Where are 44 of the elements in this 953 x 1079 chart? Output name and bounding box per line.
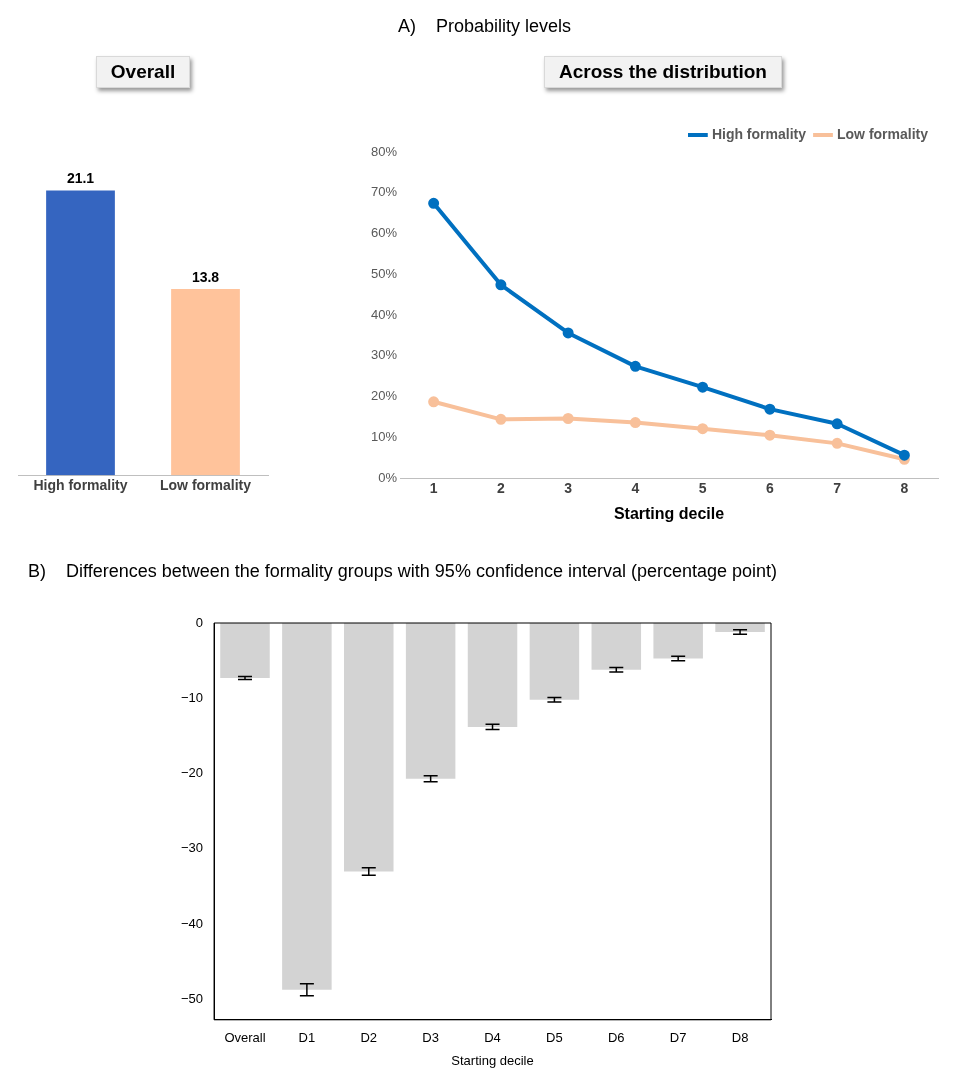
- x-tick-label: D4: [484, 1030, 501, 1046]
- y-tick-label: 0: [195, 614, 204, 630]
- chart-title: Across the distribution: [544, 56, 782, 88]
- x-tick-label: 6: [765, 480, 774, 497]
- data-label: 13.8: [191, 268, 220, 285]
- y-tick-label: 60%: [370, 225, 398, 241]
- legend-label: High formality: [711, 125, 807, 142]
- y-tick-label: 30%: [370, 347, 398, 363]
- y-tick-label: 70%: [370, 184, 398, 200]
- x-tick-label: D2: [360, 1030, 378, 1046]
- x-tick-label: High formality: [33, 477, 128, 494]
- y-tick-label: 40%: [370, 306, 398, 322]
- y-tick-label: 10%: [370, 428, 398, 444]
- data-label: 21.1: [66, 170, 95, 187]
- x-tick-label: 5: [698, 480, 707, 497]
- x-tick-label: D7: [669, 1030, 687, 1046]
- legend-label: Low formality: [836, 125, 929, 142]
- y-tick-label: 80%: [370, 143, 398, 159]
- y-tick-label: −50: [180, 991, 204, 1007]
- y-tick-label: 50%: [370, 265, 398, 281]
- x-axis-title: Starting decile: [613, 504, 725, 522]
- x-tick-label: D1: [298, 1030, 316, 1046]
- x-tick-label: 7: [833, 480, 842, 497]
- y-tick-label: −30: [180, 840, 204, 856]
- y-tick-label: 20%: [370, 388, 398, 404]
- x-tick-label: D3: [422, 1030, 439, 1046]
- x-tick-label: D8: [731, 1030, 749, 1046]
- y-tick-label: −10: [180, 689, 204, 705]
- y-tick-label: 0%: [378, 469, 398, 485]
- x-tick-label: 3: [564, 480, 573, 497]
- chart-title: Overall: [95, 56, 191, 88]
- x-tick-label: 8: [900, 480, 909, 497]
- x-tick-label: 4: [631, 480, 640, 497]
- x-tick-label: Low formality: [159, 477, 252, 494]
- x-tick-label: D5: [546, 1030, 563, 1046]
- text: A) Probability levels: [396, 16, 573, 37]
- x-tick-label: Overall: [224, 1030, 266, 1046]
- x-axis-title: Starting decile: [451, 1052, 534, 1068]
- y-tick-label: −20: [180, 765, 204, 781]
- x-tick-label: D6: [607, 1030, 625, 1046]
- chart-title: B) Differences between the formality groups with 95% confidence interval (percentage point): [28, 561, 778, 582]
- y-tick-label: −40: [180, 915, 204, 931]
- x-tick-label: 2: [496, 480, 505, 497]
- x-tick-label: 1: [429, 480, 438, 497]
